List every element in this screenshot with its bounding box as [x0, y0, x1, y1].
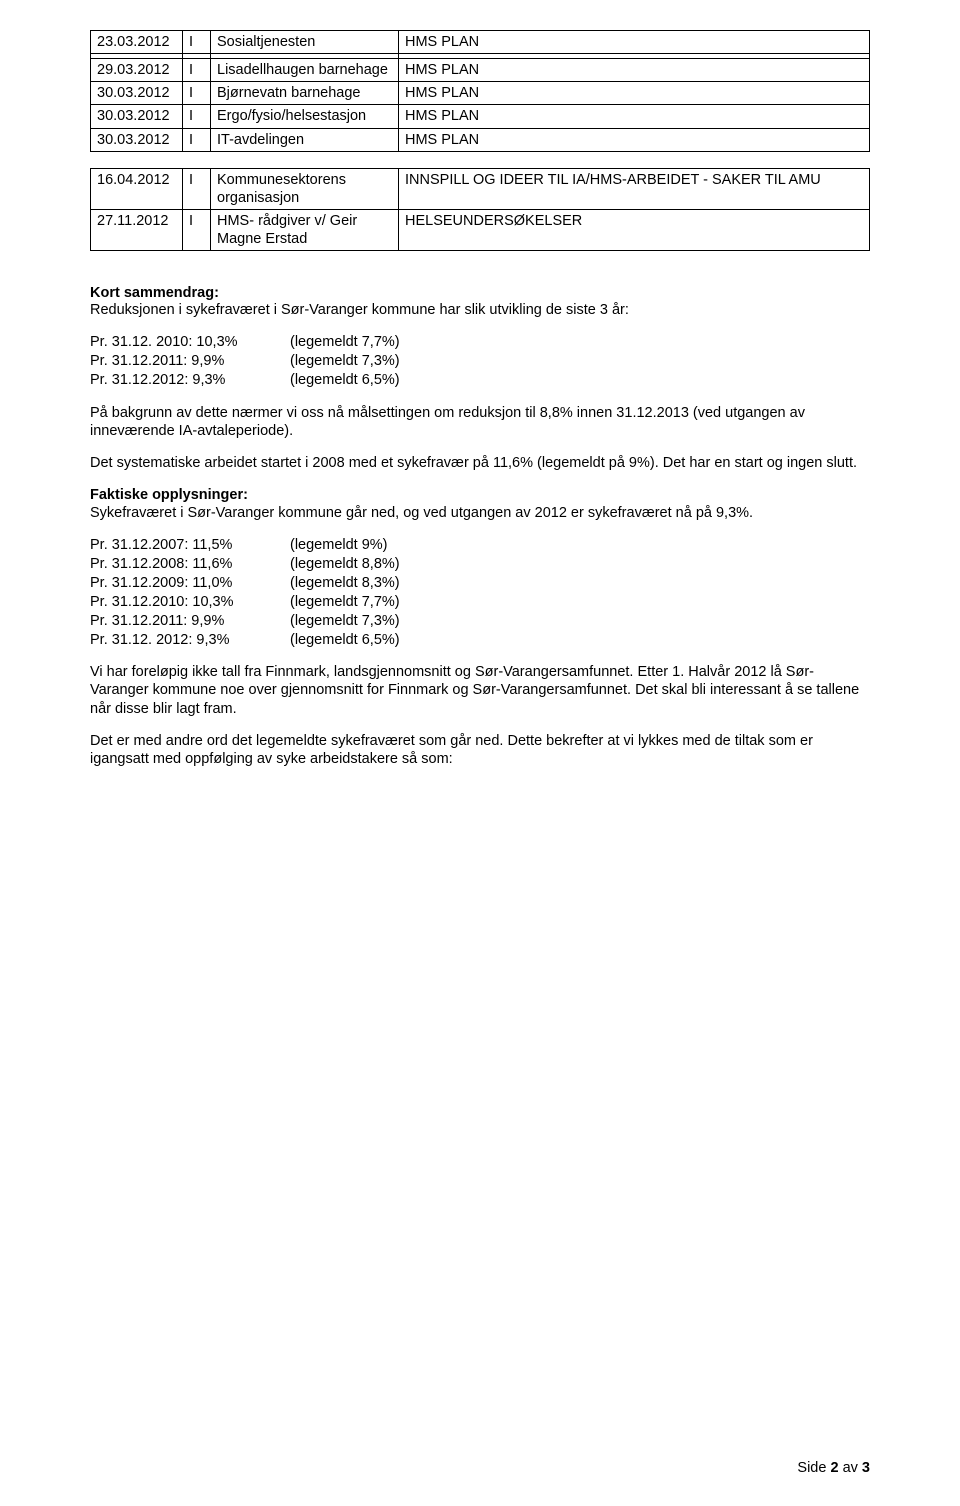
stats-row: Pr. 31.12.2007: 11,5% (legemeldt 9%)	[90, 536, 870, 555]
stats-label: Pr. 31.12.2009: 11,0%	[90, 574, 290, 593]
cell-from: Ergo/fysio/helsestasjon	[211, 105, 399, 128]
cell-desc: HMS PLAN	[399, 82, 870, 105]
page: 23.03.2012 I Sosialtjenesten HMS PLAN 29…	[0, 0, 960, 1506]
cell-date: 30.03.2012	[91, 82, 183, 105]
stats-value: (legemeldt 6,5%)	[290, 371, 400, 390]
summary-heading: Kort sammendrag:	[90, 285, 870, 301]
cell-from: HMS- rådgiver v/ Geir Magne Erstad	[211, 209, 399, 250]
table-row: 23.03.2012 I Sosialtjenesten HMS PLAN	[91, 31, 870, 54]
cell-from: Sosialtjenesten	[211, 31, 399, 54]
cell-desc: HELSEUNDERSØKELSER	[399, 209, 870, 250]
cell-date: 30.03.2012	[91, 105, 183, 128]
table-row: 16.04.2012 I Kommunesektorens organisasj…	[91, 168, 870, 209]
cell-io: I	[183, 82, 211, 105]
stats-value: (legemeldt 9%)	[290, 536, 388, 555]
stats-label: Pr. 31.12.2011: 9,9%	[90, 352, 290, 371]
stats-label: Pr. 31.12. 2010: 10,3%	[90, 333, 290, 352]
cell-io: I	[183, 31, 211, 54]
stats-value: (legemeldt 8,8%)	[290, 555, 400, 574]
table-2-body: 16.04.2012 I Kommunesektorens organisasj…	[91, 168, 870, 251]
cell-desc: INNSPILL OG IDEER TIL IA/HMS-ARBEIDET - …	[399, 168, 870, 209]
cell-desc: HMS PLAN	[399, 128, 870, 151]
stats-value: (legemeldt 8,3%)	[290, 574, 400, 593]
table-1: 23.03.2012 I Sosialtjenesten HMS PLAN 29…	[90, 30, 870, 152]
stats-row: Pr. 31.12.2012: 9,3% (legemeldt 6,5%)	[90, 371, 870, 390]
facts-para-1: Vi har foreløpig ikke tall fra Finnmark,…	[90, 663, 870, 717]
cell-date: 16.04.2012	[91, 168, 183, 209]
table-row: 30.03.2012 I Bjørnevatn barnehage HMS PL…	[91, 82, 870, 105]
stats-row: Pr. 31.12. 2012: 9,3% (legemeldt 6,5%)	[90, 631, 870, 650]
cell-date: 30.03.2012	[91, 128, 183, 151]
stats-value: (legemeldt 7,3%)	[290, 612, 400, 631]
cell-date: 23.03.2012	[91, 31, 183, 54]
table-row: 29.03.2012 I Lisadellhaugen barnehage HM…	[91, 59, 870, 82]
stats-label: Pr. 31.12. 2012: 9,3%	[90, 631, 290, 650]
stats-row: Pr. 31.12.2009: 11,0% (legemeldt 8,3%)	[90, 574, 870, 593]
stats-value: (legemeldt 7,7%)	[290, 593, 400, 612]
stats-row: Pr. 31.12.2010: 10,3% (legemeldt 7,7%)	[90, 593, 870, 612]
stats-row: Pr. 31.12. 2010: 10,3% (legemeldt 7,7%)	[90, 333, 870, 352]
footer-total: 3	[862, 1460, 870, 1476]
cell-io: I	[183, 105, 211, 128]
summary-stats: Pr. 31.12. 2010: 10,3% (legemeldt 7,7%) …	[90, 333, 870, 390]
stats-value: (legemeldt 7,7%)	[290, 333, 400, 352]
cell-io: I	[183, 59, 211, 82]
facts-intro: Sykefraværet i Sør-Varanger kommune går …	[90, 504, 870, 522]
stats-row: Pr. 31.12.2011: 9,9% (legemeldt 7,3%)	[90, 352, 870, 371]
facts-para-2: Det er med andre ord det legemeldte syke…	[90, 732, 870, 768]
cell-io: I	[183, 209, 211, 250]
footer-page: 2	[830, 1460, 838, 1476]
cell-desc: HMS PLAN	[399, 59, 870, 82]
stats-row: Pr. 31.12.2008: 11,6% (legemeldt 8,8%)	[90, 555, 870, 574]
cell-from: IT-avdelingen	[211, 128, 399, 151]
stats-value: (legemeldt 6,5%)	[290, 631, 400, 650]
cell-desc: HMS PLAN	[399, 105, 870, 128]
table-2: 16.04.2012 I Kommunesektorens organisasj…	[90, 168, 870, 252]
cell-desc: HMS PLAN	[399, 31, 870, 54]
stats-label: Pr. 31.12.2011: 9,9%	[90, 612, 290, 631]
stats-label: Pr. 31.12.2012: 9,3%	[90, 371, 290, 390]
footer-mid: av	[839, 1460, 862, 1476]
summary-para-1: På bakgrunn av dette nærmer vi oss nå må…	[90, 404, 870, 440]
table-row: 30.03.2012 I IT-avdelingen HMS PLAN	[91, 128, 870, 151]
facts-heading: Faktiske opplysninger:	[90, 487, 248, 503]
table-row: 30.03.2012 I Ergo/fysio/helsestasjon HMS…	[91, 105, 870, 128]
cell-from: Kommunesektorens organisasjon	[211, 168, 399, 209]
stats-row: Pr. 31.12.2011: 9,9% (legemeldt 7,3%)	[90, 612, 870, 631]
cell-io: I	[183, 168, 211, 209]
facts-stats: Pr. 31.12.2007: 11,5% (legemeldt 9%) Pr.…	[90, 536, 870, 649]
cell-from: Lisadellhaugen barnehage	[211, 59, 399, 82]
cell-date: 27.11.2012	[91, 209, 183, 250]
footer-prefix: Side	[797, 1460, 830, 1476]
stats-label: Pr. 31.12.2010: 10,3%	[90, 593, 290, 612]
page-footer: Side 2 av 3	[797, 1460, 870, 1476]
summary-intro: Reduksjonen i sykefraværet i Sør-Varange…	[90, 301, 870, 319]
table-row: 27.11.2012 I HMS- rådgiver v/ Geir Magne…	[91, 209, 870, 250]
cell-io: I	[183, 128, 211, 151]
stats-label: Pr. 31.12.2008: 11,6%	[90, 555, 290, 574]
spacer	[90, 152, 870, 168]
summary-para-2: Det systematiske arbeidet startet i 2008…	[90, 454, 870, 472]
stats-value: (legemeldt 7,3%)	[290, 352, 400, 371]
stats-label: Pr. 31.12.2007: 11,5%	[90, 536, 290, 555]
cell-date: 29.03.2012	[91, 59, 183, 82]
table-1-body: 23.03.2012 I Sosialtjenesten HMS PLAN 29…	[91, 31, 870, 152]
cell-from: Bjørnevatn barnehage	[211, 82, 399, 105]
